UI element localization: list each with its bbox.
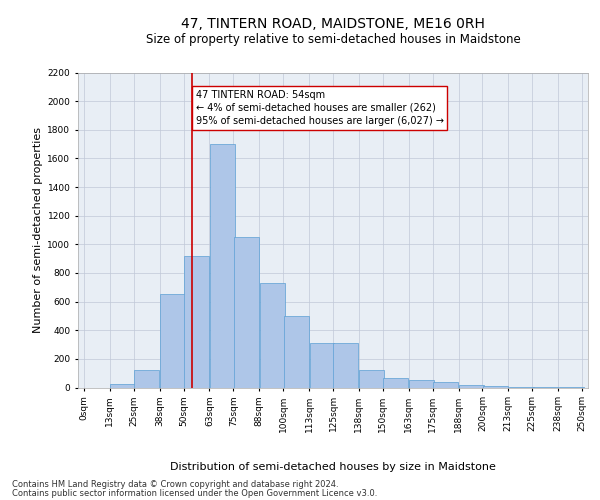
- Bar: [359, 370, 384, 388]
- Bar: [310, 343, 334, 388]
- Y-axis label: Number of semi-detached properties: Number of semi-detached properties: [33, 127, 43, 333]
- Bar: [483, 386, 508, 388]
- Bar: [433, 382, 458, 388]
- Bar: [409, 380, 434, 388]
- Bar: [210, 144, 235, 388]
- Text: 47 TINTERN ROAD: 54sqm
← 4% of semi-detached houses are smaller (262)
95% of sem: 47 TINTERN ROAD: 54sqm ← 4% of semi-deta…: [196, 90, 443, 126]
- Bar: [383, 378, 408, 388]
- Bar: [184, 256, 209, 388]
- Text: 47, TINTERN ROAD, MAIDSTONE, ME16 0RH: 47, TINTERN ROAD, MAIDSTONE, ME16 0RH: [181, 18, 485, 32]
- Bar: [134, 370, 159, 388]
- Bar: [334, 343, 358, 388]
- Text: Size of property relative to semi-detached houses in Maidstone: Size of property relative to semi-detach…: [146, 32, 520, 46]
- Bar: [234, 237, 259, 388]
- Bar: [284, 316, 308, 388]
- Text: Distribution of semi-detached houses by size in Maidstone: Distribution of semi-detached houses by …: [170, 462, 496, 472]
- Bar: [110, 384, 135, 388]
- Text: Contains HM Land Registry data © Crown copyright and database right 2024.: Contains HM Land Registry data © Crown c…: [12, 480, 338, 489]
- Bar: [509, 387, 534, 388]
- Bar: [160, 294, 185, 388]
- Bar: [459, 384, 484, 388]
- Bar: [260, 283, 284, 388]
- Text: Contains public sector information licensed under the Open Government Licence v3: Contains public sector information licen…: [12, 488, 377, 498]
